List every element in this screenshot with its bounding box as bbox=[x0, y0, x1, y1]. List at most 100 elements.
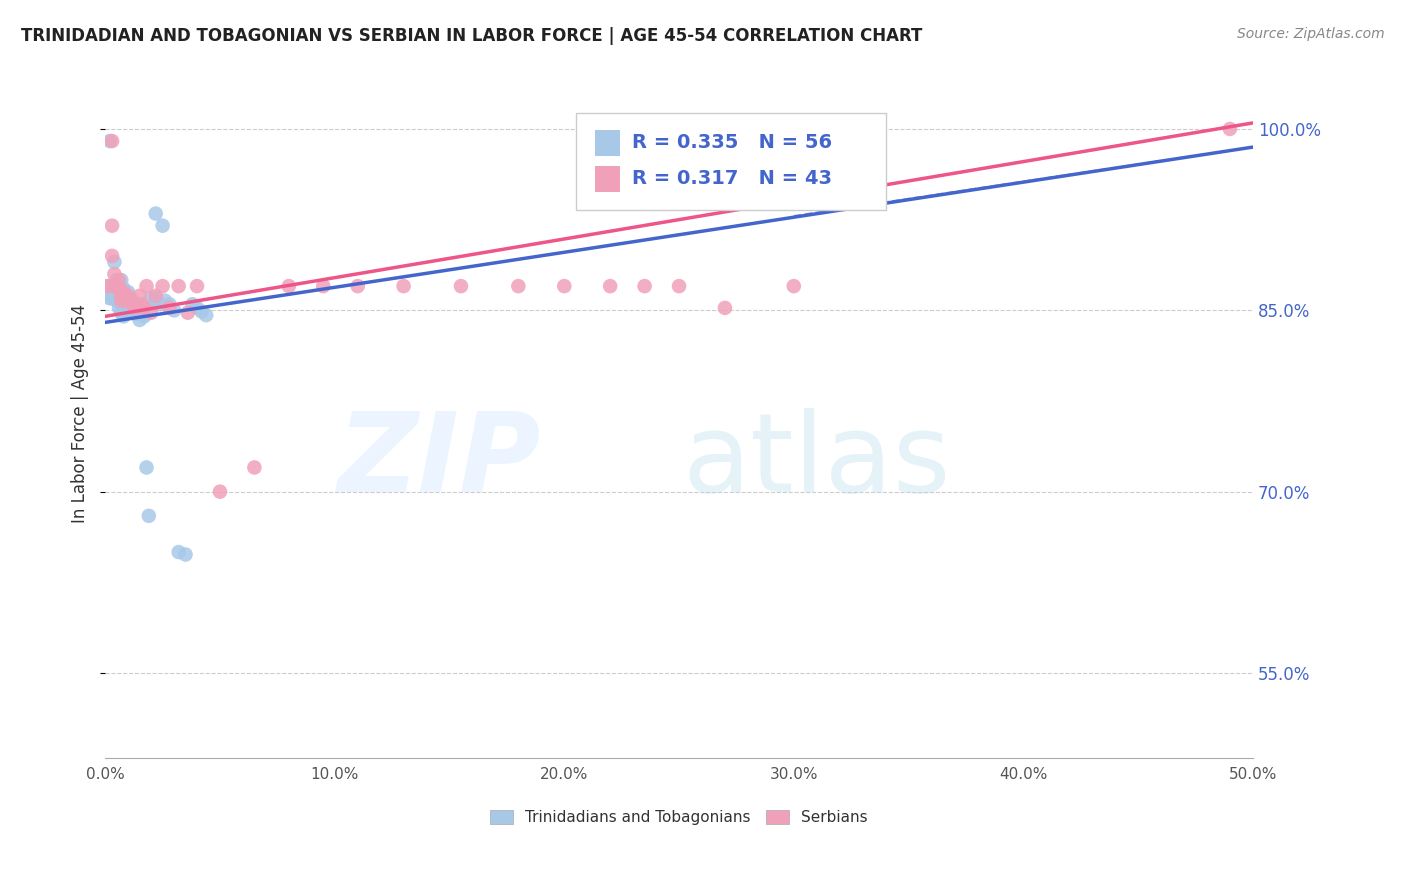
Point bbox=[145, 291, 167, 305]
Point bbox=[159, 297, 181, 311]
Point bbox=[98, 134, 121, 148]
Point bbox=[98, 291, 121, 305]
Point bbox=[101, 291, 124, 305]
FancyBboxPatch shape bbox=[575, 113, 886, 210]
Point bbox=[121, 293, 143, 308]
Point bbox=[110, 285, 132, 300]
Point bbox=[108, 273, 131, 287]
Point bbox=[131, 303, 153, 318]
Point bbox=[101, 134, 124, 148]
Point bbox=[110, 293, 132, 308]
Bar bbox=[595, 166, 620, 192]
Point bbox=[121, 303, 143, 318]
Point bbox=[103, 267, 125, 281]
Point bbox=[159, 301, 181, 315]
Point bbox=[174, 548, 197, 562]
Point bbox=[101, 249, 124, 263]
Point bbox=[105, 279, 128, 293]
Point bbox=[120, 300, 142, 314]
Point bbox=[120, 293, 142, 308]
Text: R = 0.317   N = 43: R = 0.317 N = 43 bbox=[631, 169, 832, 188]
Point bbox=[103, 279, 125, 293]
Point bbox=[145, 206, 167, 220]
Point bbox=[392, 279, 415, 293]
Point bbox=[112, 285, 135, 300]
Point bbox=[163, 303, 186, 318]
Point bbox=[105, 273, 128, 287]
Point bbox=[96, 279, 118, 293]
Point bbox=[208, 484, 231, 499]
Point bbox=[124, 297, 146, 311]
Point bbox=[101, 219, 124, 233]
Point bbox=[152, 279, 174, 293]
Point bbox=[117, 289, 139, 303]
Text: Source: ZipAtlas.com: Source: ZipAtlas.com bbox=[1237, 27, 1385, 41]
Point bbox=[186, 279, 208, 293]
Point bbox=[101, 279, 124, 293]
Point bbox=[243, 460, 266, 475]
Point bbox=[346, 279, 368, 293]
Point bbox=[103, 255, 125, 269]
Text: ZIP: ZIP bbox=[337, 408, 541, 515]
Point bbox=[152, 219, 174, 233]
Point bbox=[112, 301, 135, 315]
Point bbox=[668, 279, 690, 293]
Point bbox=[105, 293, 128, 308]
Point bbox=[117, 293, 139, 308]
Point bbox=[124, 301, 146, 315]
Point bbox=[135, 460, 157, 475]
Point bbox=[112, 291, 135, 305]
Point bbox=[127, 301, 149, 315]
Point bbox=[115, 289, 138, 303]
Point bbox=[277, 279, 299, 293]
Point bbox=[312, 279, 335, 293]
Point bbox=[110, 306, 132, 320]
Point bbox=[633, 279, 655, 293]
Point bbox=[108, 289, 131, 303]
Point bbox=[138, 508, 160, 523]
Point bbox=[105, 281, 128, 295]
Point bbox=[121, 297, 143, 311]
Point bbox=[195, 308, 218, 322]
Point bbox=[128, 289, 150, 303]
Point bbox=[115, 306, 138, 320]
Y-axis label: In Labor Force | Age 45-54: In Labor Force | Age 45-54 bbox=[72, 303, 89, 523]
Point bbox=[190, 304, 212, 318]
Point bbox=[139, 291, 162, 305]
Point bbox=[149, 297, 172, 311]
Text: TRINIDADIAN AND TOBAGONIAN VS SERBIAN IN LABOR FORCE | AGE 45-54 CORRELATION CHA: TRINIDADIAN AND TOBAGONIAN VS SERBIAN IN… bbox=[21, 27, 922, 45]
Point bbox=[177, 306, 200, 320]
Point bbox=[117, 306, 139, 320]
Point bbox=[108, 281, 131, 295]
Point bbox=[131, 297, 153, 311]
Point bbox=[450, 279, 472, 293]
Legend: Trinidadians and Tobagonians, Serbians: Trinidadians and Tobagonians, Serbians bbox=[482, 802, 876, 832]
Point bbox=[135, 279, 157, 293]
Point bbox=[115, 293, 138, 308]
Point bbox=[783, 279, 806, 293]
Bar bbox=[595, 130, 620, 156]
Point bbox=[1219, 122, 1241, 136]
Point bbox=[167, 545, 190, 559]
Point bbox=[96, 279, 118, 293]
Point bbox=[139, 306, 162, 320]
Point bbox=[145, 289, 167, 303]
Point bbox=[112, 281, 135, 295]
Point bbox=[186, 301, 208, 315]
Point bbox=[128, 313, 150, 327]
Point bbox=[153, 293, 176, 308]
Point bbox=[120, 291, 142, 305]
Point bbox=[108, 279, 131, 293]
Point bbox=[134, 301, 156, 315]
Point bbox=[103, 291, 125, 305]
Point bbox=[110, 289, 132, 303]
Point bbox=[508, 279, 530, 293]
Point bbox=[181, 297, 204, 311]
Point bbox=[128, 306, 150, 320]
Point bbox=[124, 307, 146, 321]
Point bbox=[115, 297, 138, 311]
Point bbox=[108, 293, 131, 308]
Point bbox=[117, 285, 139, 300]
Point bbox=[714, 301, 737, 315]
Point bbox=[110, 273, 132, 287]
